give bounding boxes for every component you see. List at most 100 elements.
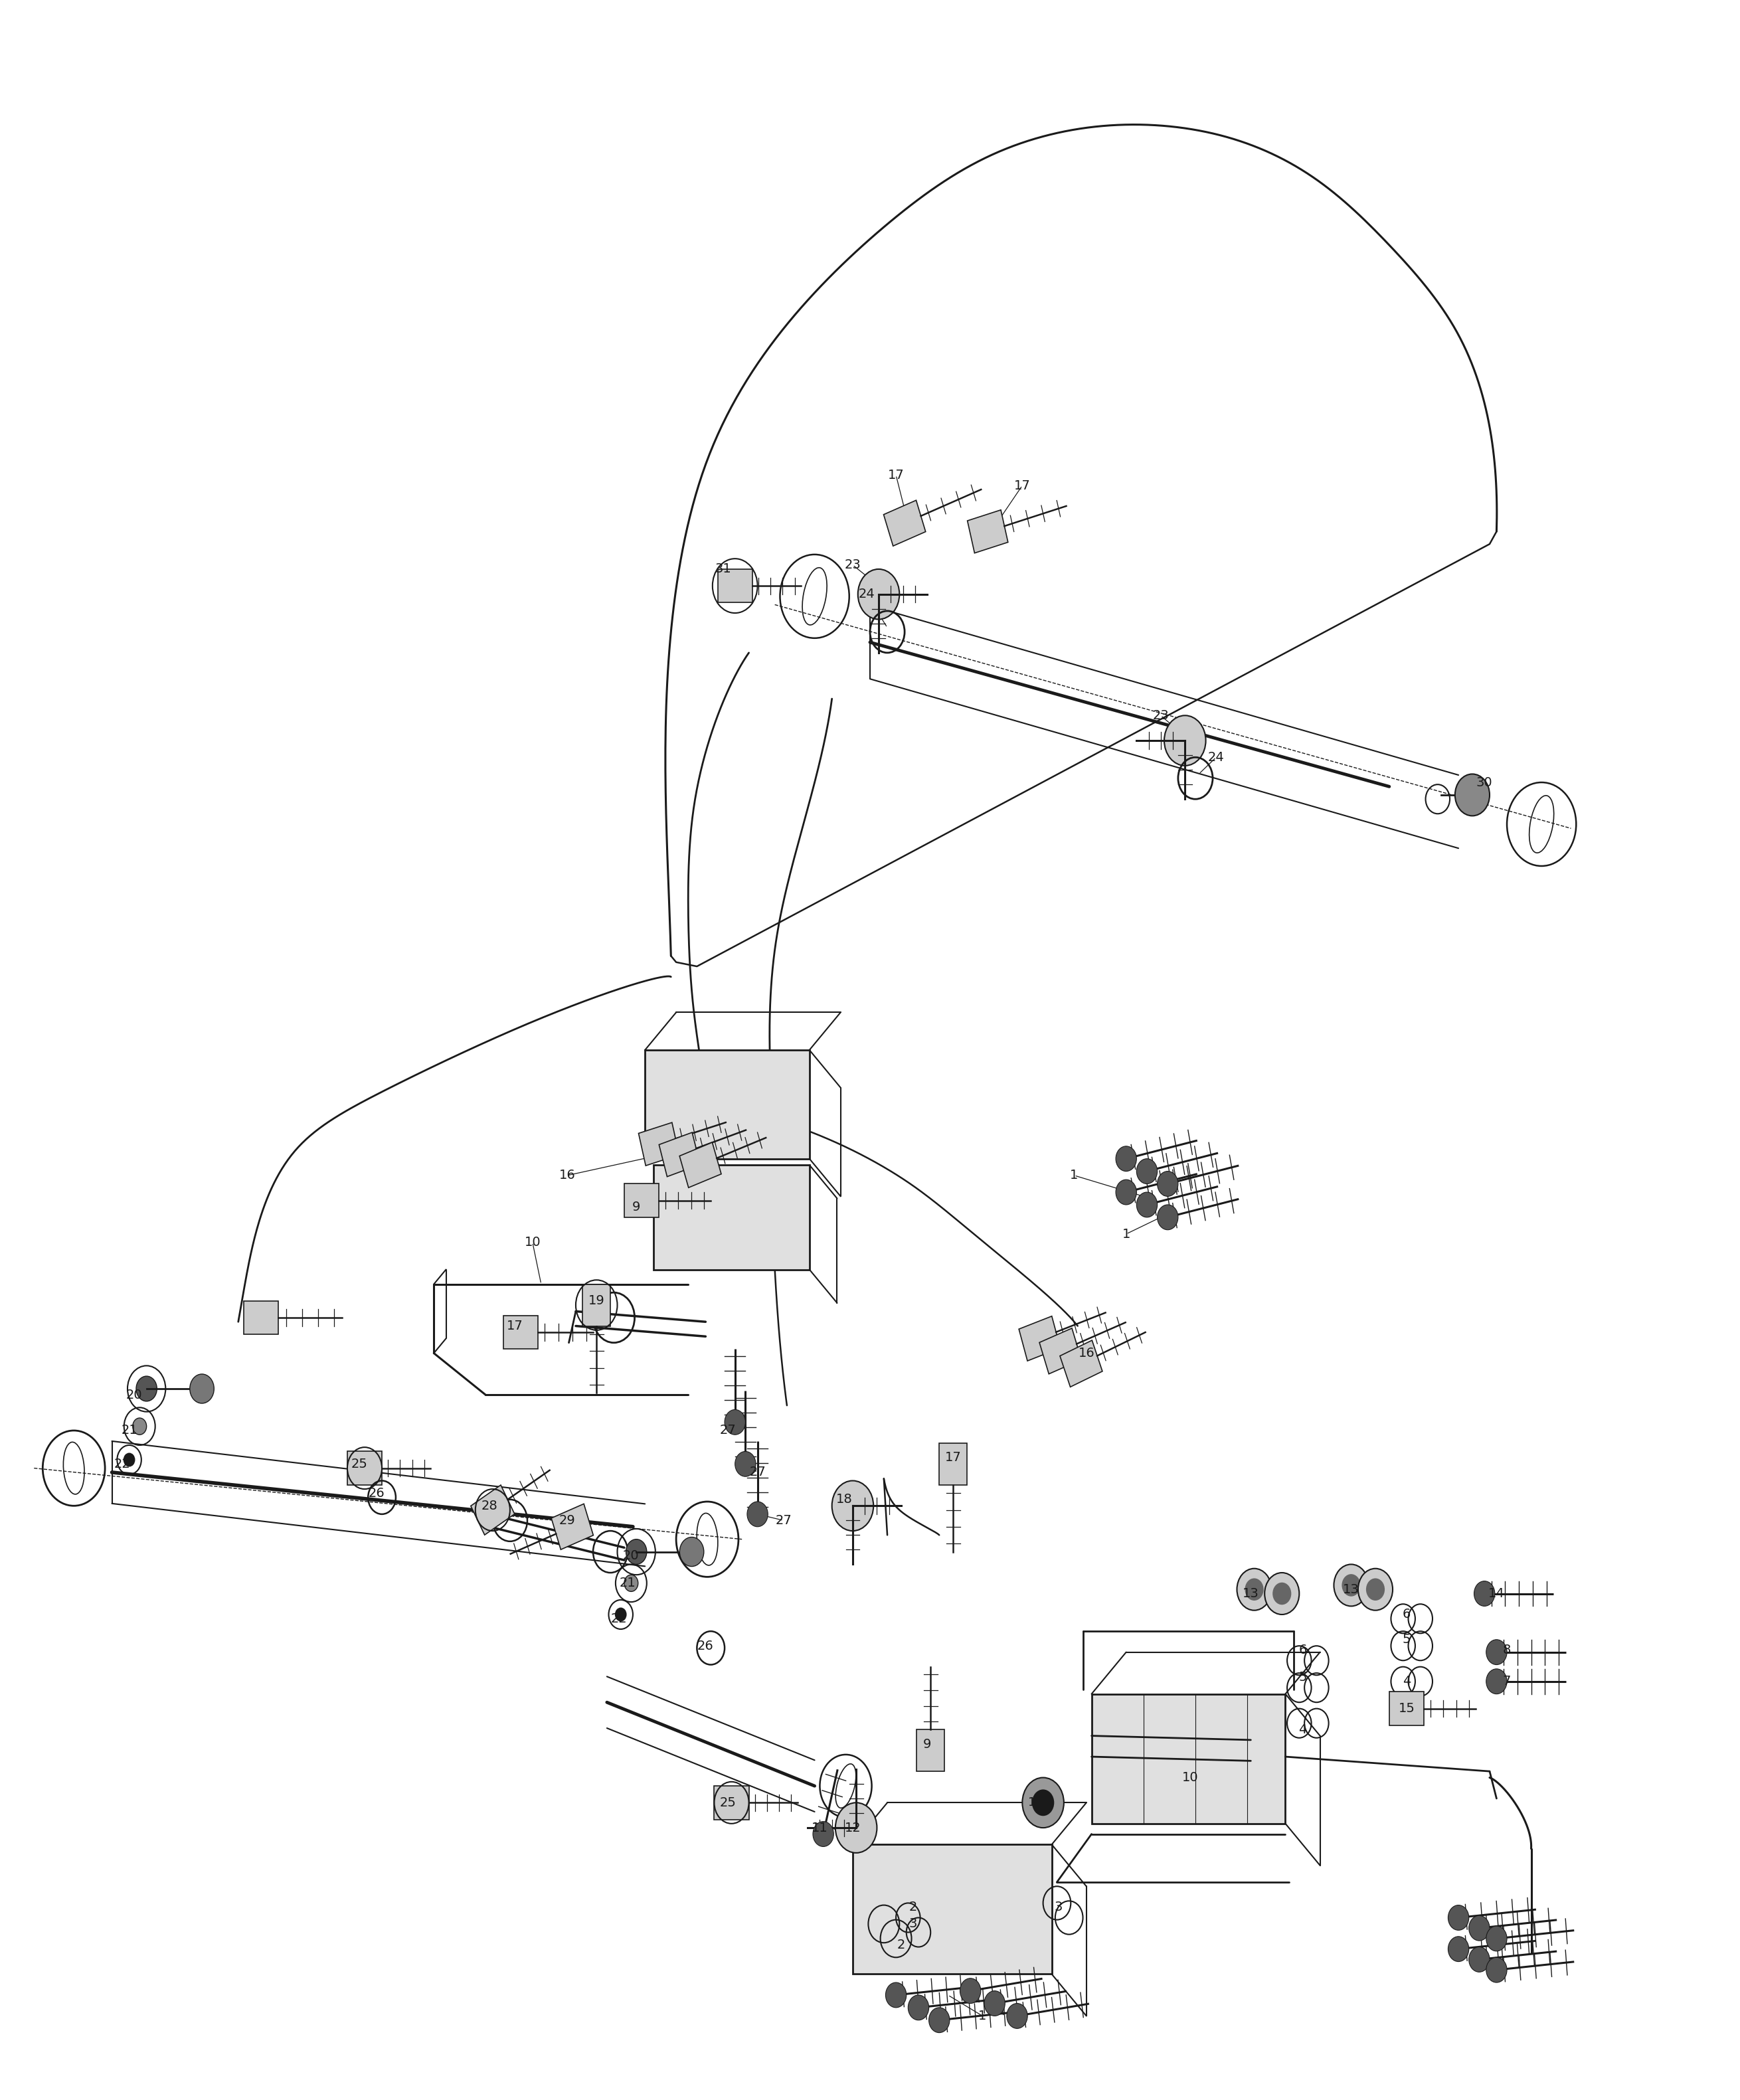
Text: 26: 26 (369, 1487, 385, 1499)
Text: 17: 17 (945, 1451, 960, 1464)
Circle shape (1274, 1583, 1291, 1604)
Text: 17: 17 (1014, 479, 1030, 491)
Text: 28: 28 (480, 1499, 498, 1512)
Circle shape (1237, 1569, 1272, 1611)
Polygon shape (348, 1451, 381, 1485)
Circle shape (1486, 1640, 1507, 1665)
Circle shape (625, 1575, 639, 1592)
Text: 19: 19 (588, 1294, 606, 1306)
Text: 31: 31 (715, 563, 731, 575)
Circle shape (616, 1609, 626, 1621)
Text: 17: 17 (887, 468, 905, 481)
Circle shape (190, 1373, 214, 1403)
Text: 15: 15 (1399, 1703, 1415, 1716)
Circle shape (985, 1991, 1006, 2016)
Circle shape (1343, 1575, 1359, 1596)
Circle shape (813, 1821, 833, 1846)
Text: 4: 4 (1402, 1676, 1411, 1688)
Circle shape (1335, 1565, 1368, 1607)
Text: 30: 30 (1476, 777, 1493, 790)
Text: 4: 4 (1298, 1724, 1307, 1737)
Circle shape (1136, 1159, 1157, 1184)
Circle shape (908, 1995, 929, 2020)
Text: 2: 2 (898, 1938, 905, 1951)
Text: 20: 20 (623, 1550, 639, 1562)
Polygon shape (713, 1785, 748, 1819)
Circle shape (1448, 1936, 1469, 1961)
Text: 11: 11 (811, 1821, 828, 1833)
Circle shape (1115, 1180, 1136, 1205)
Text: 23: 23 (1152, 710, 1169, 722)
Polygon shape (625, 1184, 659, 1218)
Circle shape (1455, 775, 1489, 815)
Text: 26: 26 (698, 1640, 713, 1653)
Polygon shape (244, 1300, 278, 1334)
Circle shape (1034, 1789, 1053, 1814)
Circle shape (1157, 1205, 1178, 1231)
Polygon shape (1020, 1317, 1060, 1361)
Circle shape (132, 1418, 146, 1434)
Text: 18: 18 (835, 1493, 853, 1506)
Text: 10: 10 (1181, 1770, 1199, 1783)
Circle shape (1469, 1915, 1489, 1940)
Text: 22: 22 (115, 1457, 130, 1470)
Circle shape (1359, 1569, 1392, 1611)
Circle shape (626, 1539, 647, 1565)
Text: 21: 21 (122, 1424, 137, 1436)
Text: 8: 8 (1503, 1644, 1510, 1657)
Polygon shape (552, 1504, 593, 1550)
Text: 27: 27 (776, 1514, 792, 1527)
Text: 16: 16 (1079, 1346, 1094, 1359)
Circle shape (136, 1376, 157, 1401)
Polygon shape (717, 569, 752, 603)
Circle shape (1115, 1147, 1136, 1172)
Text: 7: 7 (1503, 1676, 1510, 1688)
Circle shape (1136, 1193, 1157, 1218)
Text: 24: 24 (1208, 752, 1225, 764)
Text: 1: 1 (1122, 1228, 1131, 1241)
Circle shape (1366, 1579, 1383, 1600)
Polygon shape (1060, 1340, 1103, 1386)
Circle shape (1474, 1581, 1495, 1606)
Text: 13: 13 (1242, 1588, 1260, 1600)
Text: 20: 20 (127, 1388, 143, 1401)
Polygon shape (884, 500, 926, 546)
Text: 9: 9 (632, 1201, 640, 1214)
Circle shape (1486, 1926, 1507, 1951)
Text: 3: 3 (1054, 1901, 1063, 1913)
Text: 12: 12 (844, 1821, 861, 1833)
Text: 3: 3 (910, 1917, 917, 1930)
Polygon shape (659, 1132, 699, 1176)
Circle shape (1469, 1947, 1489, 1972)
Polygon shape (1389, 1693, 1423, 1726)
Polygon shape (583, 1285, 611, 1325)
Circle shape (835, 1802, 877, 1852)
Text: 6: 6 (1402, 1609, 1411, 1621)
Text: 9: 9 (922, 1739, 931, 1751)
Text: 29: 29 (559, 1514, 576, 1527)
Bar (646, 1050, 809, 1159)
Text: 5: 5 (1402, 1634, 1411, 1646)
Text: 27: 27 (720, 1424, 736, 1436)
Circle shape (746, 1502, 767, 1527)
Polygon shape (1039, 1327, 1081, 1373)
Polygon shape (967, 510, 1007, 552)
Bar (654, 1166, 809, 1270)
Circle shape (1246, 1579, 1263, 1600)
Bar (1091, 1695, 1286, 1823)
Circle shape (124, 1453, 134, 1466)
Circle shape (734, 1451, 755, 1476)
Circle shape (1164, 716, 1206, 767)
Circle shape (1448, 1905, 1469, 1930)
Bar (853, 1844, 1051, 1974)
Text: 22: 22 (611, 1613, 626, 1625)
Text: 24: 24 (858, 588, 875, 601)
Circle shape (886, 1982, 907, 2008)
Text: 17: 17 (506, 1319, 524, 1331)
Circle shape (1486, 1957, 1507, 1982)
Polygon shape (680, 1142, 722, 1189)
Text: 2: 2 (910, 1901, 917, 1913)
Circle shape (724, 1409, 745, 1434)
Circle shape (1486, 1670, 1507, 1695)
Text: 25: 25 (720, 1796, 736, 1808)
